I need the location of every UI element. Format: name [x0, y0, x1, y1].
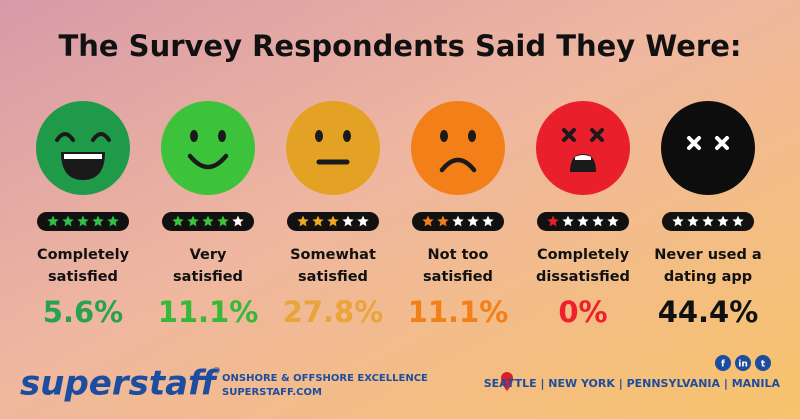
- teeth: [64, 154, 102, 159]
- eye: [218, 130, 226, 142]
- eye: [468, 130, 476, 142]
- face: [411, 101, 505, 195]
- star: [467, 215, 479, 227]
- social-label: t: [761, 360, 766, 370]
- star-rating: [537, 212, 629, 231]
- star: [687, 215, 699, 227]
- survey-item: Very satisfied 11.1%: [158, 101, 259, 329]
- star-rating: [412, 212, 504, 231]
- star-rating: [162, 212, 254, 231]
- item-percent: 11.1%: [408, 295, 509, 329]
- social-label: in: [738, 360, 748, 370]
- eye: [315, 130, 323, 142]
- item-label: Completely: [37, 247, 130, 263]
- star: [592, 215, 604, 227]
- eye: [91, 132, 111, 142]
- star: [577, 215, 589, 227]
- star-rating: [37, 212, 129, 231]
- face: [536, 101, 630, 195]
- pin-icon: [501, 372, 513, 391]
- item-label: Never used a: [654, 247, 761, 263]
- eye: [687, 136, 701, 150]
- brand: superstaff: [20, 364, 220, 404]
- mouth: [439, 157, 477, 173]
- eye: [343, 130, 351, 142]
- star: [172, 215, 184, 227]
- eye: [440, 130, 448, 142]
- title: The Survey Respondents Said They Were:: [58, 29, 741, 63]
- star: [92, 215, 104, 227]
- star: [107, 215, 119, 227]
- locations: SEATTLE | NEW YORK | PENNSYLVANIA | MANI…: [484, 377, 781, 390]
- item-percent: 27.8%: [283, 295, 384, 329]
- eye: [590, 128, 604, 142]
- face: [286, 101, 380, 195]
- survey-item: Completely satisfied 5.6%: [36, 101, 130, 329]
- social-icon: [755, 355, 771, 371]
- star: [437, 215, 449, 227]
- star: [482, 215, 494, 227]
- star: [47, 215, 59, 227]
- star: [327, 215, 339, 227]
- item-percent: 5.6%: [43, 295, 123, 329]
- star: [607, 215, 619, 227]
- item-label: satisfied: [298, 269, 368, 285]
- item-label: satisfied: [48, 269, 118, 285]
- star: [62, 215, 74, 227]
- star: [452, 215, 464, 227]
- eye: [715, 136, 729, 150]
- eye: [190, 130, 198, 142]
- star: [717, 215, 729, 227]
- star: [422, 215, 434, 227]
- star: [202, 215, 214, 227]
- item-label: Somewhat: [290, 247, 376, 263]
- item-percent: 44.4%: [658, 295, 759, 329]
- survey-item: Never used a dating app 44.4%: [654, 101, 762, 329]
- item-label: satisfied: [173, 269, 243, 285]
- website: SUPERSTAFF.COM: [222, 387, 322, 398]
- star: [672, 215, 684, 227]
- star: [217, 215, 229, 227]
- star: [357, 215, 369, 227]
- item-label: satisfied: [423, 269, 493, 285]
- social-icon: [735, 355, 751, 371]
- star: [562, 215, 574, 227]
- item-percent: 0%: [558, 295, 607, 329]
- teeth: [575, 155, 591, 160]
- footer: superstaff ® ONSHORE & OFFSHORE EXCELLEN…: [20, 355, 780, 404]
- item-percent: 11.1%: [158, 295, 259, 329]
- star: [732, 215, 744, 227]
- tagline: ONSHORE & OFFSHORE EXCELLENCE: [222, 373, 428, 384]
- item-label: Not too: [428, 247, 489, 263]
- eye: [55, 132, 75, 142]
- face: [36, 101, 130, 195]
- star: [187, 215, 199, 227]
- mouth: [187, 153, 229, 170]
- eye: [562, 128, 576, 142]
- star-rating: [287, 212, 379, 231]
- face: [661, 101, 755, 195]
- survey-item: Completely dissatisfied 0%: [536, 101, 630, 329]
- star: [702, 215, 714, 227]
- star: [342, 215, 354, 227]
- star: [297, 215, 309, 227]
- star: [232, 215, 244, 227]
- item-label: dissatisfied: [536, 269, 630, 285]
- item-label: dating app: [664, 269, 752, 285]
- registered: ®: [212, 367, 221, 377]
- social-icon: [715, 355, 731, 371]
- item-label: Completely: [537, 247, 630, 263]
- social-label: f: [721, 360, 725, 370]
- item-label: Very: [190, 247, 227, 263]
- star: [547, 215, 559, 227]
- star-rating: [662, 212, 754, 231]
- face: [161, 101, 255, 195]
- star: [77, 215, 89, 227]
- survey-item: Not too satisfied 11.1%: [408, 101, 509, 329]
- survey-item: Somewhat satisfied 27.8%: [283, 101, 384, 329]
- star: [312, 215, 324, 227]
